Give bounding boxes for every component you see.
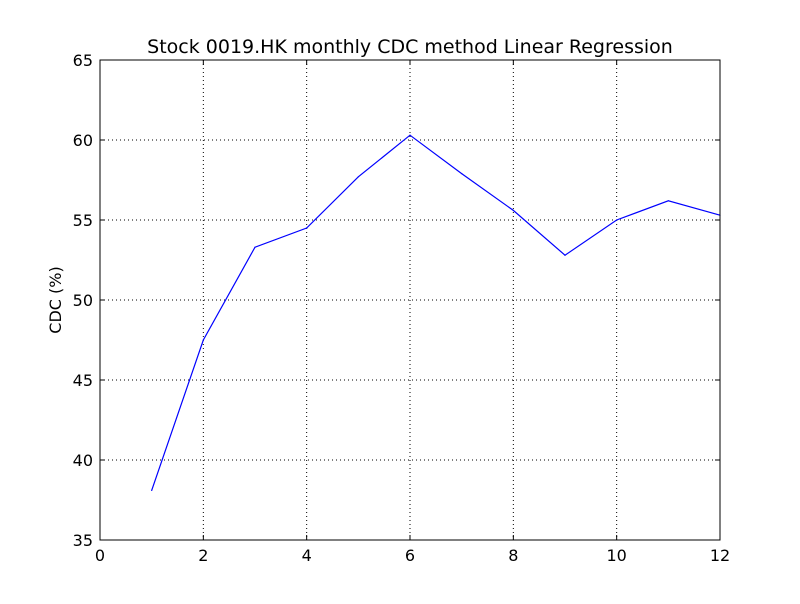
data-point (564, 254, 566, 256)
x-tick-label: 0 (95, 546, 105, 565)
data-point (512, 209, 514, 211)
y-tick-label: 65 (73, 51, 93, 70)
data-point (461, 173, 463, 175)
x-tick-label: 10 (606, 546, 626, 565)
y-tick-label: 45 (73, 371, 93, 390)
data-point (616, 219, 618, 221)
x-tick-label: 12 (710, 546, 730, 565)
x-tick-label: 6 (405, 546, 415, 565)
y-tick-label: 35 (73, 531, 93, 550)
y-tick-label: 55 (73, 211, 93, 230)
y-tick-label: 60 (73, 131, 93, 150)
series-layer (151, 134, 721, 491)
y-tick-label: 50 (73, 291, 93, 310)
axis-ticks: 0 2 4 6 8 10 12 35 40 45 50 55 60 65 (73, 51, 731, 565)
data-point (357, 176, 359, 178)
chart-title: Stock 0019.HK monthly CDC method Linear … (147, 36, 673, 58)
data-point (306, 227, 308, 229)
x-tick-label: 4 (302, 546, 312, 565)
x-tick-label: 8 (508, 546, 518, 565)
y-axis-label: CDC (%) (46, 266, 65, 333)
grid-lines (100, 60, 720, 540)
data-point (151, 489, 153, 491)
data-point (667, 200, 669, 202)
data-point (202, 339, 204, 341)
data-point (409, 134, 411, 136)
y-tick-label: 40 (73, 451, 93, 470)
data-point (254, 246, 256, 248)
x-tick-label: 2 (198, 546, 208, 565)
series-line (151, 134, 721, 491)
